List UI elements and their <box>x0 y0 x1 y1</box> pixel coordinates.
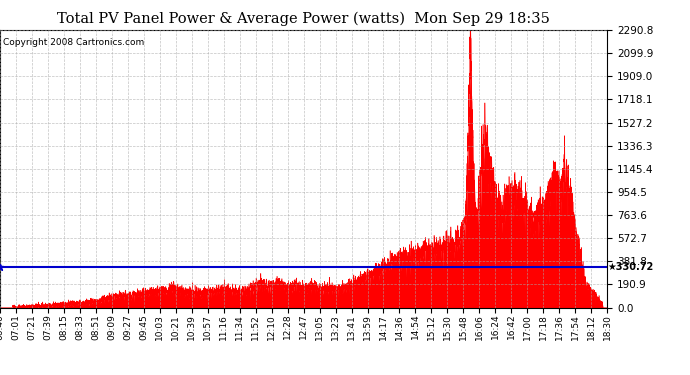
Text: Copyright 2008 Cartronics.com: Copyright 2008 Cartronics.com <box>3 38 144 47</box>
Text: ★330.72: ★330.72 <box>608 262 654 273</box>
Text: Total PV Panel Power & Average Power (watts)  Mon Sep 29 18:35: Total PV Panel Power & Average Power (wa… <box>57 11 550 26</box>
